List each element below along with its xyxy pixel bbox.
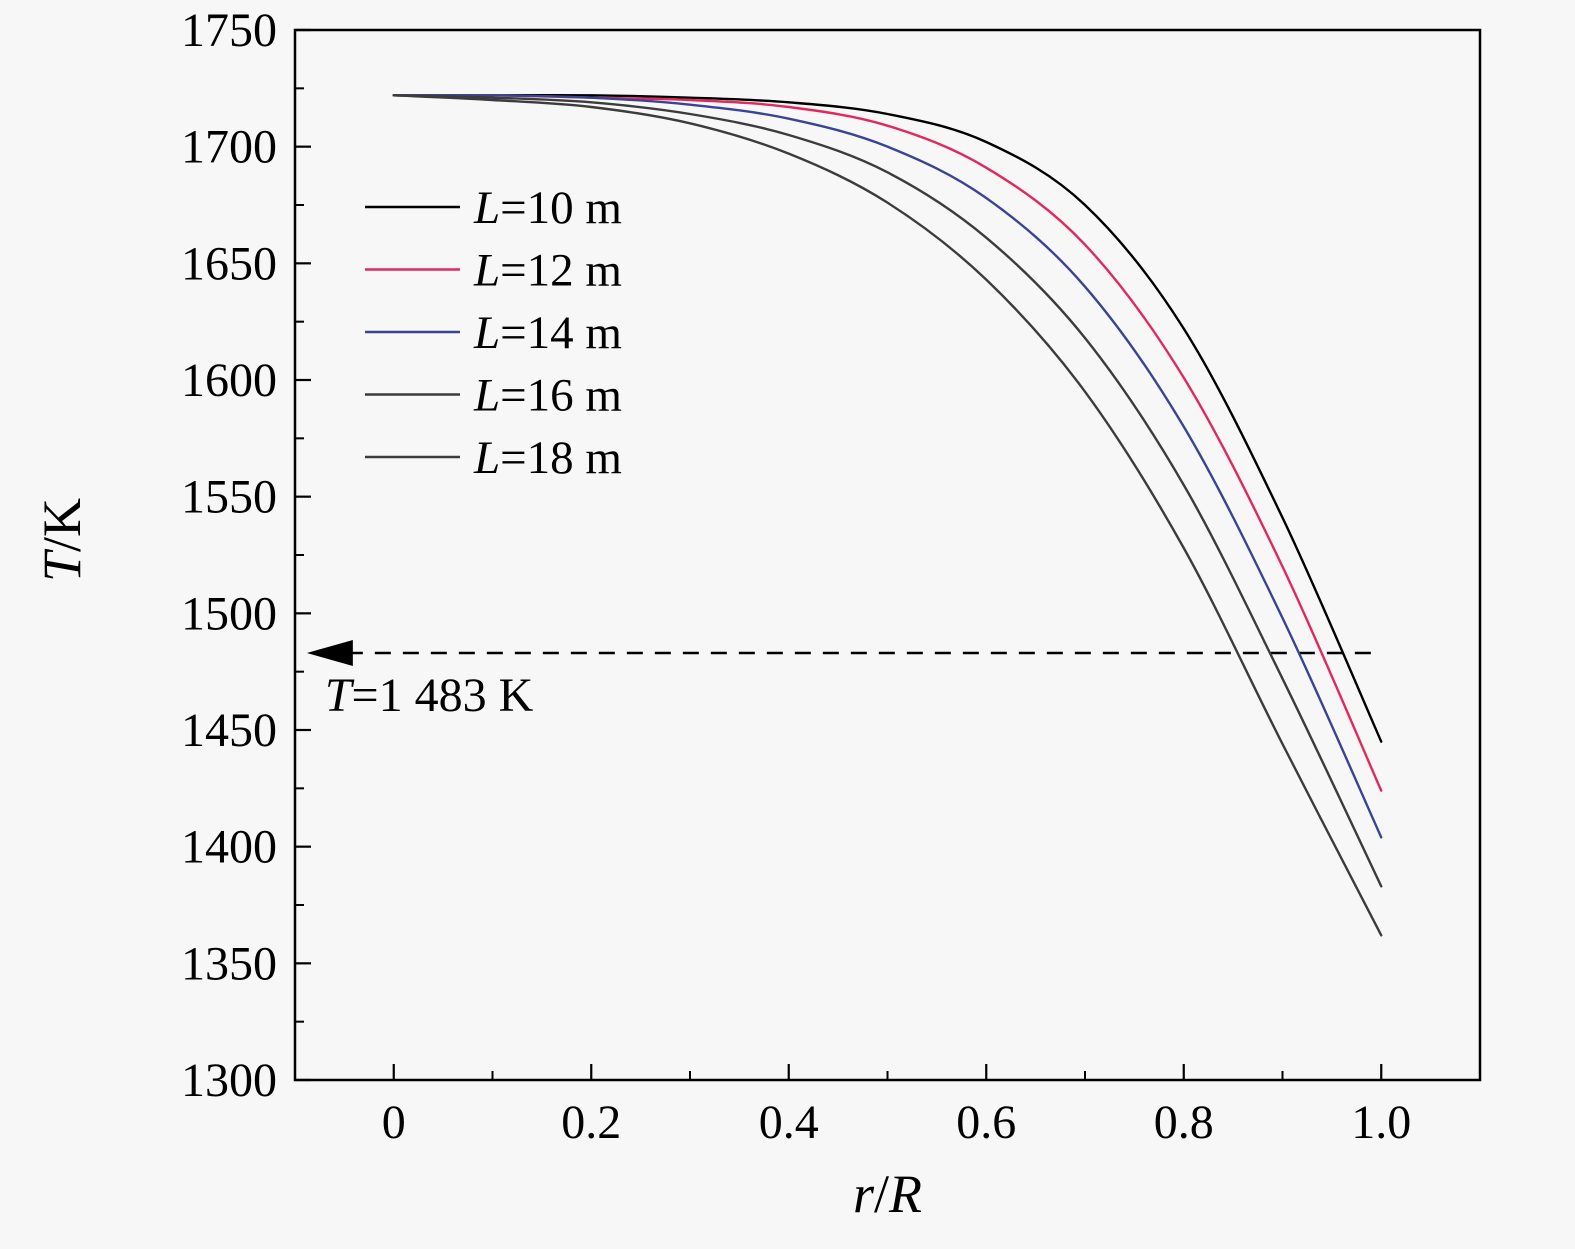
y-tick-label: 1700 — [181, 121, 277, 174]
x-tick-label: 0.2 — [561, 1096, 621, 1149]
left-arrow-icon — [306, 640, 353, 666]
legend-item: L=12 m — [365, 245, 622, 297]
y-tick-label: 1350 — [181, 937, 277, 990]
legend-item: L=16 m — [365, 370, 622, 422]
legend-label: L=14 m — [473, 307, 622, 359]
x-axis-label: r/R — [853, 1164, 922, 1224]
x-tick-label: 0 — [382, 1096, 406, 1149]
series-line-3 — [392, 94, 1383, 888]
threshold-label: T=1 483 K — [325, 669, 534, 722]
series-line-4 — [392, 94, 1383, 937]
y-tick-label: 1400 — [181, 821, 277, 874]
legend-label: L=18 m — [473, 432, 622, 484]
legend-label: L=10 m — [473, 182, 622, 234]
x-tick-label: 1.0 — [1351, 1096, 1411, 1149]
plot-frame — [293, 28, 1482, 1082]
x-tick-label: 0.8 — [1154, 1096, 1214, 1149]
y-tick-label: 1550 — [181, 471, 277, 524]
legend-label: L=12 m — [473, 245, 622, 297]
series-line-0 — [392, 93, 1383, 743]
x-tick-label: 0.6 — [956, 1096, 1016, 1149]
legend-label: L=16 m — [473, 370, 622, 422]
x-tick-label: 0.4 — [759, 1096, 819, 1149]
legend-item: L=14 m — [365, 307, 622, 359]
y-tick-label: 1600 — [181, 354, 277, 407]
legend: L=10 m L=12 m L=14 m L=16 m L=18 m — [365, 182, 622, 484]
series-line-2 — [392, 93, 1383, 839]
y-tick-label: 1500 — [181, 587, 277, 640]
y-tick-label: 1450 — [181, 704, 277, 757]
legend-item: L=10 m — [365, 182, 622, 234]
y-tick-label: 1650 — [181, 237, 277, 290]
y-tick-label: 1750 — [181, 4, 277, 57]
legend-item: L=18 m — [365, 432, 622, 484]
y-tick-label: 1300 — [181, 1054, 277, 1107]
y-axis-label: T/K — [32, 498, 92, 582]
